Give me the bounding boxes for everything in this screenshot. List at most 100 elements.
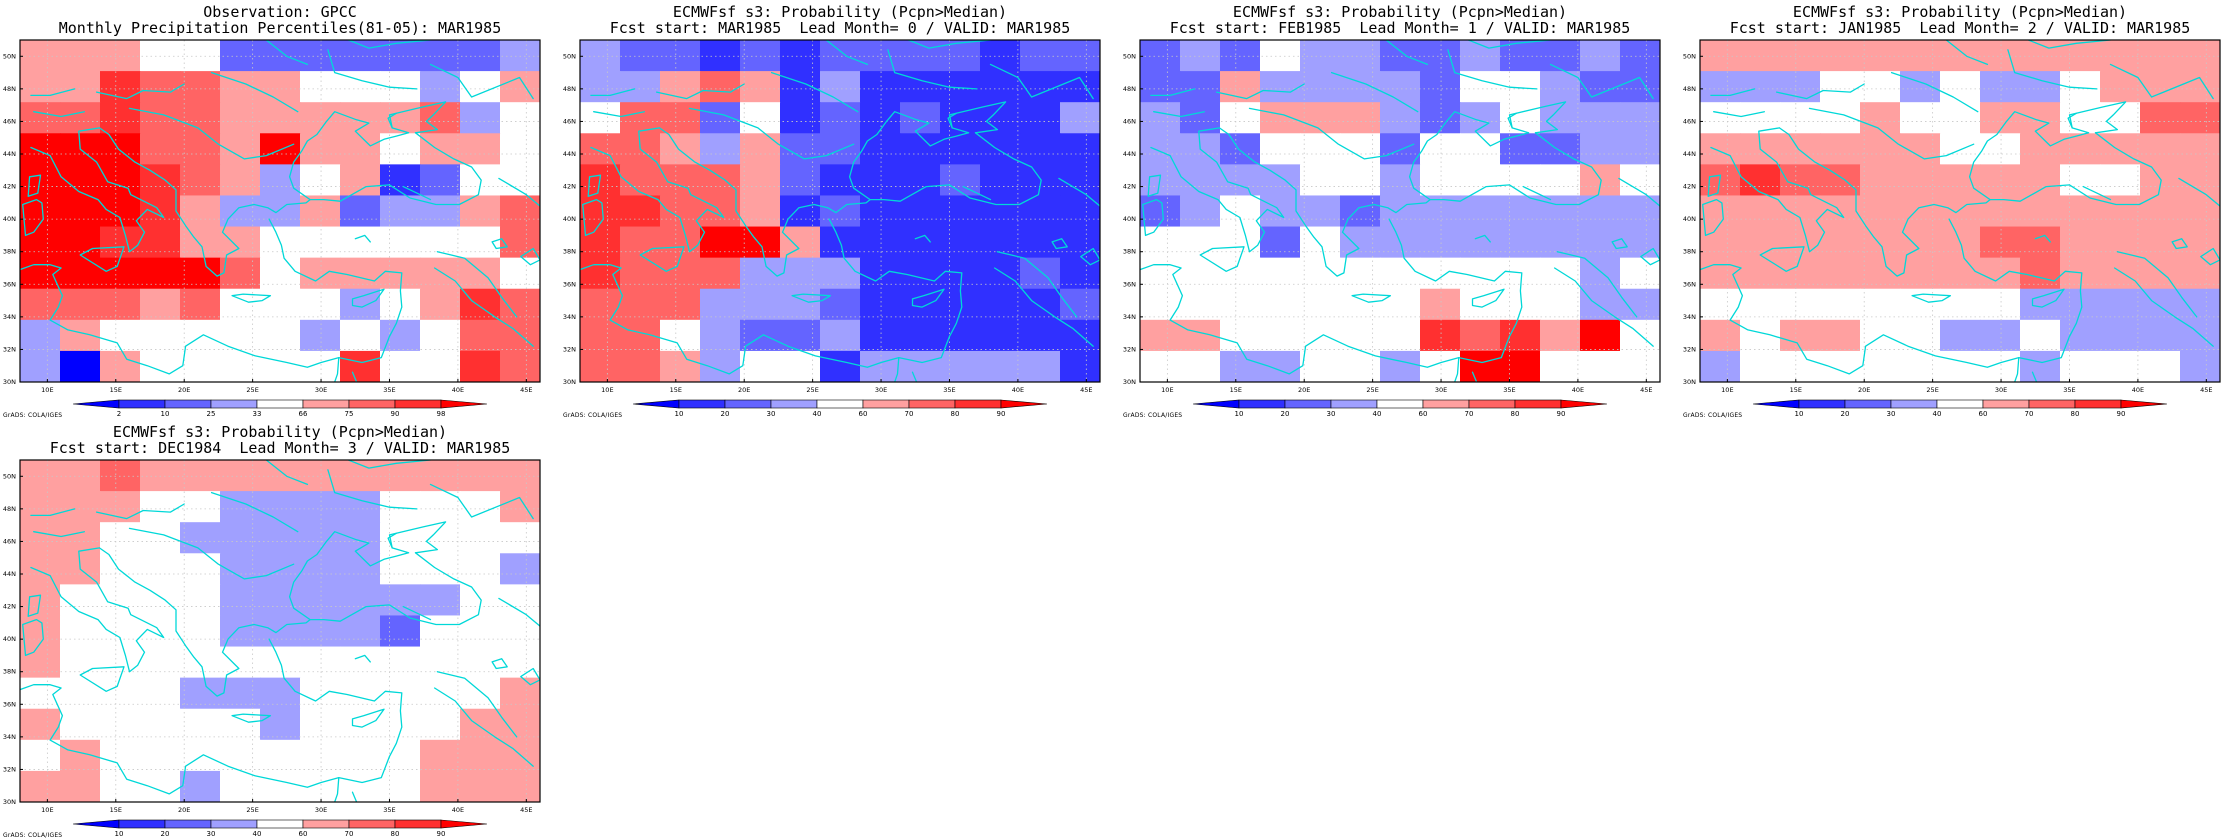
grid-cell <box>1180 71 1221 103</box>
grid-cell <box>1340 257 1381 290</box>
panel-subtitle: Fcst start: JAN1985 Lead Month= 2 / VALI… <box>1729 19 2191 37</box>
grid-cell <box>100 522 141 554</box>
grid-cell <box>300 257 341 290</box>
grid-cell <box>220 584 261 617</box>
grid-cell <box>300 350 341 382</box>
grid-cell <box>420 615 461 648</box>
grid-cell <box>100 133 141 165</box>
grid-cell <box>1260 133 1301 165</box>
forecast-lead0-panel: 30N 32N 34N 36N 38N 40N 42N 44N 46N 48N 50N 10E 15E 2… <box>560 0 1120 420</box>
coastline <box>1611 238 1628 250</box>
lon-tick-label: 30E <box>315 386 327 394</box>
grid-cell <box>2100 40 2141 72</box>
graticule <box>20 40 540 382</box>
grid-cell <box>220 102 261 134</box>
grid-cell <box>740 350 781 382</box>
grid-cell <box>1060 133 1100 165</box>
colorbar-swatch <box>1330 399 1378 409</box>
lon-tick-label: 15E <box>110 386 122 394</box>
grid-cell <box>1300 319 1341 352</box>
grid-cell <box>1140 195 1181 228</box>
coastline <box>1218 127 1602 277</box>
grid-cell <box>820 350 861 382</box>
lat-tick-label: 34N <box>563 313 576 321</box>
grid-cell <box>1380 71 1421 103</box>
grid-cell <box>420 195 461 228</box>
grid-cell <box>700 350 741 382</box>
grid-cell <box>60 491 101 523</box>
grid-cell <box>1580 350 1621 382</box>
grid-cell <box>260 491 301 523</box>
grid-cell <box>1740 40 1781 72</box>
grid-cell <box>340 739 381 772</box>
grid-cell <box>180 615 221 648</box>
grid-cell <box>1260 71 1301 103</box>
lat-tick-label: 32N <box>1123 345 1136 353</box>
coastline <box>825 40 869 66</box>
grid-cell <box>300 739 341 772</box>
grid-cell <box>420 677 461 710</box>
grid-cell <box>660 40 701 72</box>
lon-tick-label: 15E <box>1790 386 1802 394</box>
grid-cell <box>460 164 501 197</box>
grid-cell <box>60 646 101 679</box>
grid-cell <box>100 739 141 772</box>
coastline <box>433 267 534 347</box>
grid-cell <box>1780 195 1821 228</box>
coastline <box>911 371 918 382</box>
grid-cell <box>1780 350 1821 382</box>
coastline <box>848 101 1007 201</box>
grid-cell <box>1180 40 1221 72</box>
coastline <box>1507 112 1517 129</box>
grid-cell <box>300 226 341 259</box>
coastline <box>989 63 1094 100</box>
grid-cell <box>1900 319 1941 352</box>
grid-cell <box>260 708 301 741</box>
grid-cell <box>1140 40 1181 72</box>
grid-cell <box>700 288 741 321</box>
grid-cell <box>1300 350 1341 382</box>
map-frame <box>579 39 1101 383</box>
grid-cell <box>220 350 261 382</box>
lat-tick-label: 42N <box>3 183 16 191</box>
coastline <box>1467 40 1552 49</box>
colorbar-label: 90 <box>391 410 400 418</box>
grid-cell <box>2140 319 2181 352</box>
grid-cell <box>820 164 861 197</box>
grid-cell <box>1140 226 1181 259</box>
probability-cells <box>580 40 1100 382</box>
lat-tick-label: 32N <box>3 765 16 773</box>
grid-cell <box>1340 288 1381 321</box>
grid-cell <box>460 584 501 617</box>
graticule <box>580 40 1100 382</box>
grads-credit: GrADS: COLA/IGES <box>3 832 63 839</box>
grid-cell <box>500 615 540 648</box>
coastline <box>30 88 76 97</box>
grid-cell <box>1860 226 1901 259</box>
grid-cell <box>1220 350 1261 382</box>
coastline <box>20 638 403 795</box>
grid-cell <box>500 770 540 802</box>
grid-cell <box>980 319 1021 352</box>
grid-cell <box>380 646 421 679</box>
grid-cell <box>300 677 341 710</box>
colorbar-label: 90 <box>1557 410 1566 418</box>
grid-cell <box>660 133 701 165</box>
grid-cell <box>1140 102 1181 134</box>
colorbar-label: 30 <box>767 410 776 418</box>
grid-cell <box>860 288 901 321</box>
grid-cell <box>580 226 621 259</box>
grid-cell <box>860 71 901 103</box>
grid-cell <box>220 319 261 352</box>
map-canvas: 30N 32N 34N 36N 38N 40N 42N 44N 46N 48N 50N 10E 15E 2… <box>1683 39 2221 418</box>
grid-cell <box>1580 40 1621 72</box>
lat-tick-label: 38N <box>3 248 16 256</box>
grid-cell <box>900 195 941 228</box>
grid-cell <box>1220 71 1261 103</box>
grid-cell <box>820 319 861 352</box>
lon-tick-label: 40E <box>1572 386 1584 394</box>
grid-cell <box>100 460 141 492</box>
colorbar-label: 70 <box>2025 410 2034 418</box>
grid-cell <box>860 164 901 197</box>
grid-cell <box>1500 226 1541 259</box>
